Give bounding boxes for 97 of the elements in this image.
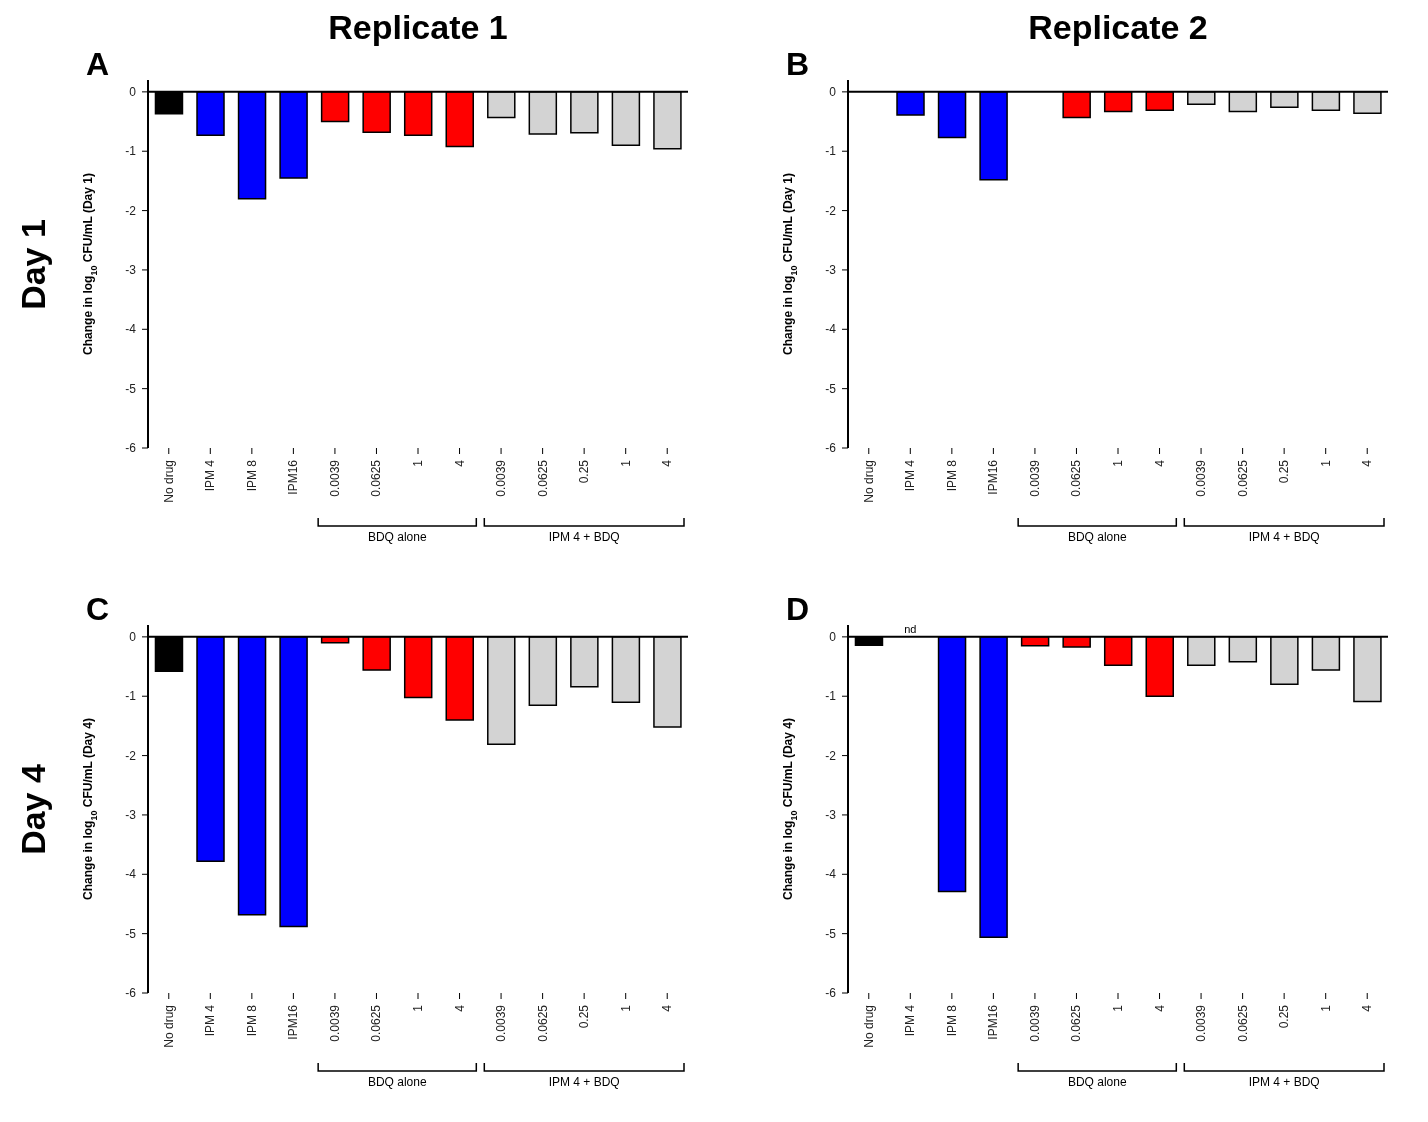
x-tick-label: No drug bbox=[161, 1005, 176, 1048]
x-tick-label: 4 bbox=[452, 1004, 467, 1012]
x-tick-label: 4 bbox=[660, 459, 675, 467]
y-tick-label: 0 bbox=[129, 84, 137, 99]
text: BDQ alone bbox=[367, 530, 427, 544]
x-tick-label: 1 bbox=[1318, 1004, 1333, 1012]
x-tick-label: 0.25 bbox=[1277, 459, 1292, 484]
x-tick-label: 1 bbox=[618, 1004, 633, 1012]
x-tick-label: IPM 8 bbox=[244, 459, 259, 492]
x-tick-label: 1 bbox=[1111, 459, 1125, 467]
x-tick-label: IPM 8 bbox=[944, 1004, 959, 1037]
y-tick-label: 0 bbox=[829, 629, 837, 644]
x-tick-label: 0.0625 bbox=[369, 1004, 384, 1042]
y-tick-label: -2 bbox=[825, 748, 837, 763]
x-tick-label: 0.0039 bbox=[327, 459, 342, 497]
y-tick-label: -4 bbox=[125, 322, 137, 337]
x-tick-label: 0.25 bbox=[577, 1004, 592, 1029]
x-tick-label: IPM 4 bbox=[203, 459, 218, 492]
text: BDQ alone bbox=[1067, 530, 1127, 544]
y-tick-label: -3 bbox=[825, 807, 837, 822]
x-tick-label: IPM 8 bbox=[944, 459, 959, 492]
y-tick-label: -5 bbox=[125, 381, 137, 396]
x-tick-label: 0.0039 bbox=[327, 1004, 342, 1042]
y-tick-label: -3 bbox=[125, 807, 137, 822]
x-tick-label: 0.0625 bbox=[535, 459, 550, 497]
y-tick-label: -4 bbox=[825, 867, 837, 882]
x-tick-label: 0.0039 bbox=[1194, 459, 1209, 497]
chart-subtitle: Replicate 2 bbox=[1027, 8, 1209, 47]
y-tick-label: -5 bbox=[825, 926, 837, 941]
y-tick-label: -1 bbox=[125, 144, 137, 159]
x-tick-label: IPM16 bbox=[286, 459, 301, 495]
x-tick-label: 4 bbox=[1360, 459, 1375, 467]
y-tick-label: -2 bbox=[825, 203, 837, 218]
x-tick-label: IPM16 bbox=[286, 1004, 301, 1040]
y-tick-label: 0 bbox=[129, 629, 137, 644]
x-tick-label: 0.0625 bbox=[1235, 459, 1250, 497]
y-tick-label: -4 bbox=[825, 322, 837, 337]
x-tick-label: No drug bbox=[861, 460, 876, 503]
x-tick-label: IPM 8 bbox=[244, 1004, 259, 1037]
x-tick-label: 0.0039 bbox=[1194, 1004, 1209, 1042]
x-tick-label: 0.0625 bbox=[369, 459, 384, 497]
x-tick-label: No drug bbox=[861, 1005, 876, 1048]
x-tick-label: 4 bbox=[1152, 459, 1167, 467]
x-tick-label: 4 bbox=[1152, 1004, 1167, 1012]
y-tick-label: -3 bbox=[125, 262, 137, 277]
x-tick-label: 0.25 bbox=[1277, 1004, 1292, 1029]
x-tick-label: 0.0625 bbox=[535, 1004, 550, 1042]
chart-title: B bbox=[786, 46, 810, 83]
x-tick-label: 0.0625 bbox=[1069, 1004, 1084, 1042]
x-tick-label: 1 bbox=[1318, 459, 1333, 467]
x-tick-label: IPM 4 bbox=[903, 459, 918, 492]
x-tick-label: 0.25 bbox=[577, 459, 592, 484]
chart-title: D bbox=[786, 591, 810, 628]
x-tick-label: 1 bbox=[411, 1004, 425, 1012]
text: IPM 4 + BDQ bbox=[548, 1075, 620, 1089]
text: Day 1 bbox=[13, 218, 53, 310]
text: BDQ alone bbox=[1067, 1075, 1127, 1089]
text: IPM 4 + BDQ bbox=[1248, 530, 1320, 544]
y-tick-label: -1 bbox=[125, 689, 137, 704]
text: IPM 4 + BDQ bbox=[1248, 1075, 1320, 1089]
x-tick-label: 1 bbox=[618, 459, 633, 467]
x-tick-label: 0.0039 bbox=[494, 459, 509, 497]
y-tick-label: -6 bbox=[125, 441, 137, 455]
chart-title: A bbox=[86, 46, 110, 83]
x-tick-label: 4 bbox=[660, 1004, 675, 1012]
y-tick-label: -3 bbox=[825, 262, 837, 277]
x-tick-label: 0.0039 bbox=[494, 1004, 509, 1042]
x-tick-label: 0.0625 bbox=[1235, 1004, 1250, 1042]
x-tick-label: IPM16 bbox=[986, 459, 1001, 495]
text: BDQ alone bbox=[367, 1075, 427, 1089]
x-tick-label: IPM 4 bbox=[203, 1004, 218, 1037]
y-tick-label: -6 bbox=[825, 441, 837, 455]
text: IPM 4 + BDQ bbox=[548, 530, 620, 544]
y-tick-label: -5 bbox=[825, 381, 837, 396]
x-tick-label: 1 bbox=[1111, 1004, 1125, 1012]
x-tick-label: IPM 4 bbox=[903, 1004, 918, 1037]
x-tick-label: 0.0625 bbox=[1069, 459, 1084, 497]
y-tick-label: -1 bbox=[825, 689, 837, 704]
text: Day 4 bbox=[13, 763, 53, 855]
x-tick-label: 4 bbox=[1360, 1004, 1375, 1012]
y-tick-label: -5 bbox=[125, 926, 137, 941]
x-tick-label: IPM16 bbox=[986, 1004, 1001, 1040]
y-tick-label: -6 bbox=[825, 986, 837, 1000]
y-tick-label: -2 bbox=[125, 203, 137, 218]
annotation: nd bbox=[904, 622, 917, 635]
y-tick-label: -4 bbox=[125, 867, 137, 882]
chart-subtitle: Replicate 1 bbox=[327, 8, 509, 47]
x-tick-label: 1 bbox=[411, 459, 425, 467]
y-tick-label: -2 bbox=[125, 748, 137, 763]
y-tick-label: -1 bbox=[825, 144, 837, 159]
x-tick-label: 0.0039 bbox=[1027, 1004, 1042, 1042]
y-tick-label: 0 bbox=[829, 84, 837, 99]
chart-title: C bbox=[86, 591, 110, 628]
x-tick-label: 4 bbox=[452, 459, 467, 467]
y-tick-label: -6 bbox=[125, 986, 137, 1000]
x-tick-label: 0.0039 bbox=[1027, 459, 1042, 497]
x-tick-label: No drug bbox=[161, 460, 176, 503]
